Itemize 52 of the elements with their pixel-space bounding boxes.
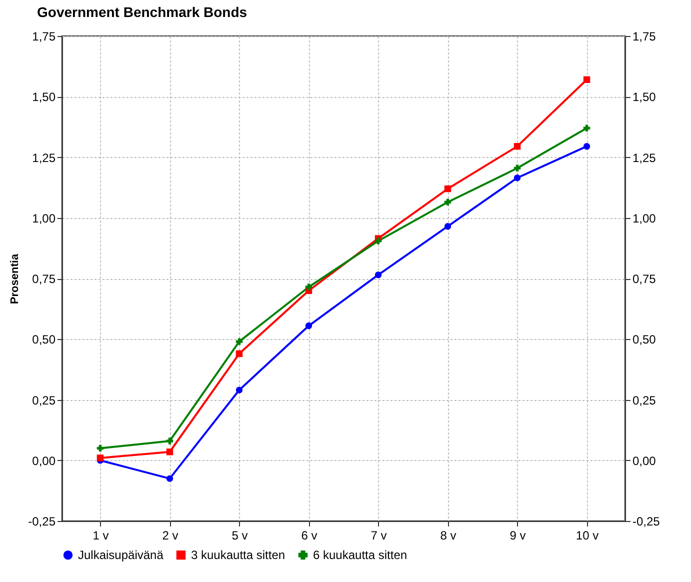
x-tick-label: 6 v xyxy=(301,528,318,542)
x-tick-label: 10 v xyxy=(576,528,599,542)
x-tick-label: 5 v xyxy=(232,528,248,542)
x-tick-label: 7 v xyxy=(370,528,387,542)
point xyxy=(305,322,312,330)
point xyxy=(444,223,452,230)
y-axis-title: Prosentia xyxy=(9,253,22,304)
legend-label: 3 kuukautta sitten xyxy=(191,548,286,562)
point xyxy=(236,386,243,394)
point xyxy=(96,454,104,462)
x-tick-label: 9 v xyxy=(510,528,526,542)
point xyxy=(374,238,382,244)
y-tick-label: 1,00 xyxy=(32,211,56,226)
x-tick-label: 2 v xyxy=(162,528,178,542)
point xyxy=(96,444,104,452)
legend-label: Julkaisupäivänä xyxy=(78,548,164,562)
x-tick-label: 1 v xyxy=(92,528,109,542)
point xyxy=(374,272,382,278)
legend-label: 6 kuukautta sitten xyxy=(313,548,408,562)
point xyxy=(583,142,590,150)
y-tick-label: 0,50 xyxy=(32,332,56,347)
x-tick-label: 8 v xyxy=(440,528,456,542)
y2-tick-label: 1,50 xyxy=(632,90,656,104)
point xyxy=(236,350,243,358)
y-tick-label: 1,25 xyxy=(32,150,56,165)
point xyxy=(583,124,590,132)
point xyxy=(583,76,590,84)
y2-tick-label: 1,00 xyxy=(632,211,656,226)
point xyxy=(444,185,452,192)
point xyxy=(514,174,521,182)
point xyxy=(514,164,521,172)
y2-tick-label: -0,25 xyxy=(632,514,660,528)
y2-tick-label: 1,75 xyxy=(632,30,656,44)
y2-tick-label: 0,25 xyxy=(632,393,656,408)
point xyxy=(305,284,312,290)
point xyxy=(166,438,174,444)
y2-tick-label: 1,25 xyxy=(632,150,656,165)
y2-tick-label: 0,00 xyxy=(632,454,656,468)
point xyxy=(166,448,174,456)
point xyxy=(514,142,521,150)
y-tick-label: 0,25 xyxy=(32,393,56,408)
point xyxy=(236,338,243,345)
chart-title: Government Benchmark Bonds xyxy=(37,4,248,20)
y2-tick-label: 0,75 xyxy=(632,272,656,286)
y-tick-label: 1,75 xyxy=(32,30,56,44)
y2-tick-label: 0,50 xyxy=(632,332,656,347)
y-tick-label: 0,75 xyxy=(32,272,56,286)
y-tick-label: 1,50 xyxy=(32,90,56,104)
y-tick-label: 0,00 xyxy=(32,454,56,468)
point xyxy=(444,198,452,206)
point xyxy=(166,475,174,482)
y-tick-label: -0,25 xyxy=(28,514,56,528)
